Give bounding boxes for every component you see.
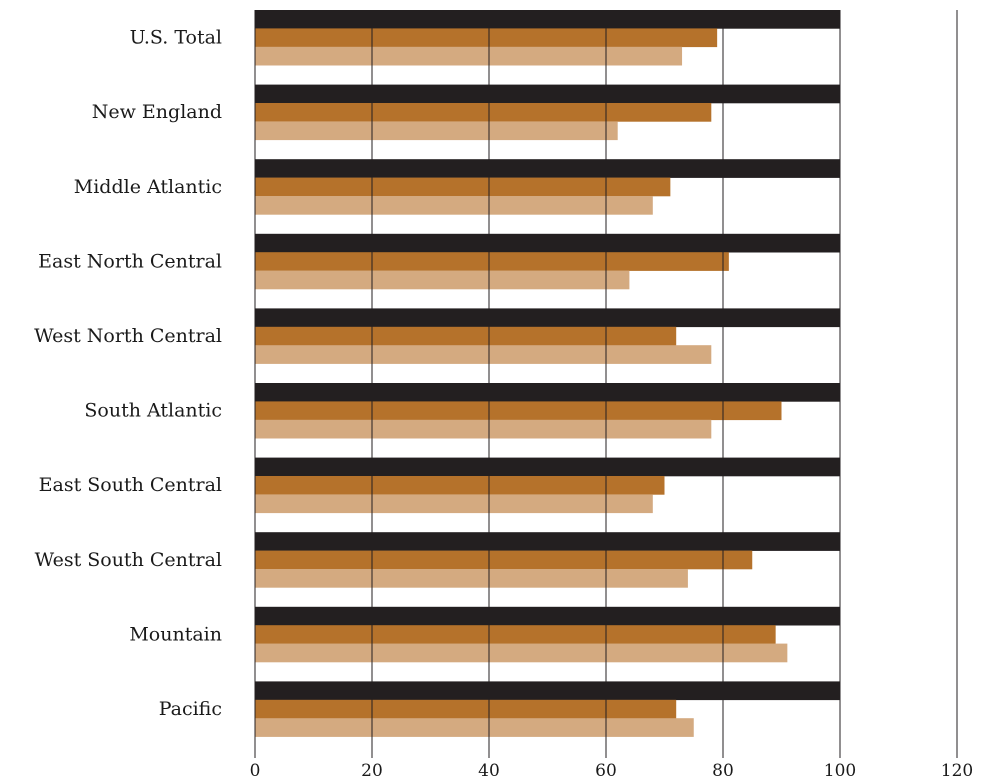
category-label-south-atlantic: South Atlantic	[84, 400, 222, 422]
bar-west-south-central-series-3	[255, 569, 688, 588]
bar-pacific-series-1	[255, 681, 840, 701]
category-label-mountain: Mountain	[129, 623, 222, 645]
bar-new-england-series-3	[255, 121, 618, 141]
x-tick-label-0: 0	[250, 761, 261, 781]
x-tick-label-100: 100	[824, 761, 856, 781]
bar-west-south-central-series-2	[255, 550, 753, 570]
x-tick-label-120: 120	[941, 761, 973, 781]
category-label-new-england: New England	[92, 101, 222, 123]
bar-pacific-series-2	[255, 699, 677, 719]
bar-west-north-central-series-2	[255, 326, 677, 346]
bar-east-north-central-series-2	[255, 252, 729, 271]
bar-u-s-total-series-2	[255, 28, 718, 48]
bar-new-england-series-1	[255, 84, 840, 104]
x-tick-label-40: 40	[478, 761, 500, 781]
x-tick-label-20: 20	[361, 761, 383, 781]
category-label-middle-atlantic: Middle Atlantic	[74, 176, 222, 198]
bar-pacific-series-3	[255, 718, 694, 737]
bar-u-s-total-series-1	[255, 10, 840, 29]
bar-east-south-central-series-2	[255, 476, 665, 495]
bar-south-atlantic-series-2	[255, 401, 782, 421]
category-label-west-north-central: West North Central	[34, 325, 222, 347]
bars-layer	[255, 10, 840, 737]
bar-middle-atlantic-series-2	[255, 177, 671, 197]
bar-mountain-series-3	[255, 643, 788, 663]
bar-east-south-central-series-1	[255, 457, 840, 477]
bar-east-south-central-series-3	[255, 494, 653, 514]
bar-east-north-central-series-1	[255, 233, 840, 253]
x-tick-label-80: 80	[712, 761, 734, 781]
bar-new-england-series-2	[255, 103, 712, 122]
bar-west-south-central-series-1	[255, 532, 840, 551]
category-label-east-south-central: East South Central	[39, 474, 222, 496]
bar-south-atlantic-series-3	[255, 419, 712, 439]
bar-west-north-central-series-1	[255, 308, 840, 328]
bar-u-s-total-series-3	[255, 46, 683, 66]
bar-middle-atlantic-series-3	[255, 196, 653, 215]
bar-mountain-series-1	[255, 606, 840, 626]
bar-west-north-central-series-3	[255, 345, 712, 364]
category-label-west-south-central: West South Central	[35, 549, 222, 571]
category-label-u-s-total: U.S. Total	[130, 27, 222, 49]
category-label-east-north-central: East North Central	[38, 250, 222, 272]
x-tick-label-60: 60	[595, 761, 617, 781]
grid-layer	[254, 10, 958, 758]
bar-east-north-central-series-3	[255, 270, 630, 290]
x-tick-labels: 0 20 40 60 80 100 120	[250, 761, 974, 781]
bar-south-atlantic-series-1	[255, 383, 840, 402]
bar-middle-atlantic-series-1	[255, 159, 840, 178]
category-labels: U.S. Total New England Middle Atlantic East…	[34, 27, 222, 720]
bar-mountain-series-2	[255, 625, 776, 644]
category-label-pacific: Pacific	[159, 698, 222, 720]
